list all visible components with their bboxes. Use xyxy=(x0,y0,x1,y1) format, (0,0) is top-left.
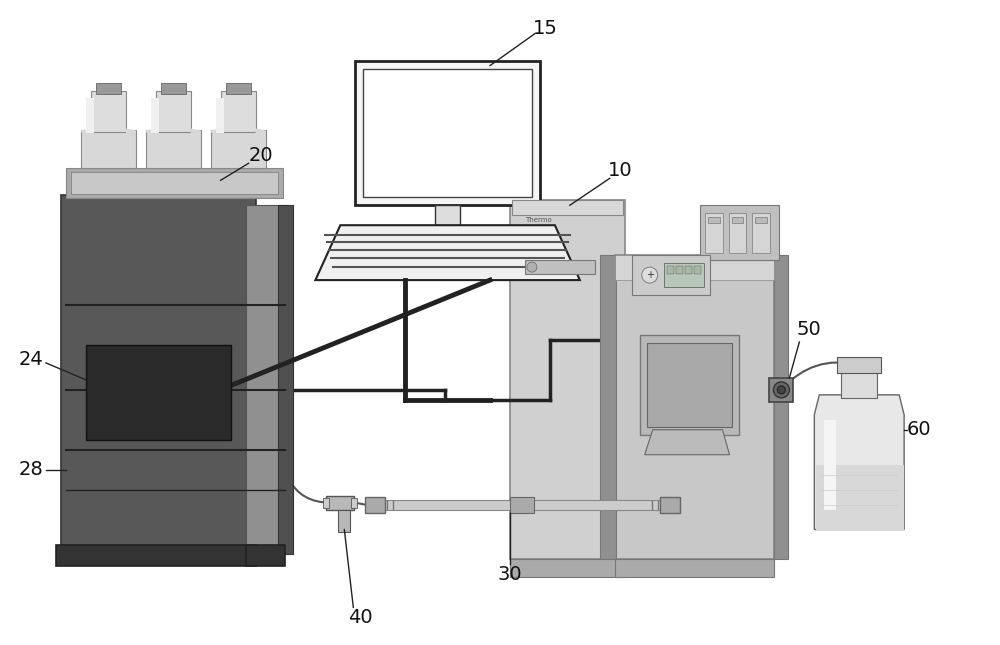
Bar xyxy=(755,217,767,223)
Bar xyxy=(615,559,774,577)
Bar xyxy=(625,300,630,340)
Bar xyxy=(774,255,788,559)
Circle shape xyxy=(642,267,658,283)
Polygon shape xyxy=(315,225,580,280)
Polygon shape xyxy=(191,128,201,134)
Bar xyxy=(246,544,285,566)
Bar xyxy=(246,205,287,555)
Bar xyxy=(91,90,126,132)
Polygon shape xyxy=(146,128,156,134)
Polygon shape xyxy=(81,128,91,134)
Text: 20: 20 xyxy=(248,146,273,165)
Bar xyxy=(647,343,732,427)
Polygon shape xyxy=(211,130,266,168)
Bar xyxy=(660,497,680,513)
Text: 50: 50 xyxy=(797,321,822,339)
Bar xyxy=(510,200,625,559)
Bar xyxy=(615,255,774,280)
Bar xyxy=(705,213,723,253)
Polygon shape xyxy=(146,130,201,168)
Polygon shape xyxy=(814,395,904,530)
Bar xyxy=(732,217,743,223)
Bar xyxy=(837,357,881,373)
Bar xyxy=(700,205,779,260)
Text: 30: 30 xyxy=(498,565,522,584)
Bar xyxy=(510,497,534,513)
Bar xyxy=(86,99,94,134)
Bar xyxy=(383,500,662,510)
Text: 24: 24 xyxy=(19,350,43,370)
Bar xyxy=(816,464,904,530)
Bar xyxy=(600,255,616,559)
Bar xyxy=(694,266,701,274)
Bar xyxy=(161,83,186,94)
Bar xyxy=(667,266,674,274)
Text: 60: 60 xyxy=(907,421,931,439)
Bar xyxy=(615,255,774,559)
Bar xyxy=(510,559,625,577)
Circle shape xyxy=(773,382,789,398)
Bar xyxy=(676,266,683,274)
Text: Thermo: Thermo xyxy=(525,217,552,223)
Bar xyxy=(61,195,256,559)
Bar xyxy=(216,99,224,134)
Polygon shape xyxy=(126,128,136,134)
Bar xyxy=(86,345,231,440)
Bar xyxy=(338,510,350,531)
Bar xyxy=(435,205,460,225)
Bar xyxy=(156,90,191,132)
Bar xyxy=(355,61,540,205)
Bar xyxy=(685,266,692,274)
Text: 28: 28 xyxy=(19,460,43,479)
Bar xyxy=(752,213,770,253)
Bar xyxy=(56,544,256,566)
Bar xyxy=(96,83,121,94)
Bar xyxy=(221,90,256,132)
Bar xyxy=(632,255,710,295)
Bar xyxy=(226,83,251,94)
Bar xyxy=(278,205,293,555)
Text: 40: 40 xyxy=(348,608,373,627)
Bar xyxy=(841,370,877,398)
Polygon shape xyxy=(256,128,266,134)
Bar xyxy=(824,420,836,510)
Bar xyxy=(71,172,278,194)
Bar xyxy=(729,213,746,253)
Text: +: + xyxy=(646,270,654,280)
Bar xyxy=(664,263,704,287)
Circle shape xyxy=(527,262,537,272)
Bar xyxy=(512,200,623,215)
Bar xyxy=(323,498,329,508)
Bar xyxy=(66,168,283,198)
Bar xyxy=(326,495,354,510)
Circle shape xyxy=(777,386,785,394)
Bar xyxy=(363,68,532,197)
Bar xyxy=(151,99,159,134)
Bar xyxy=(769,378,793,402)
Bar xyxy=(525,260,595,274)
Bar xyxy=(365,497,385,513)
Polygon shape xyxy=(211,128,221,134)
Bar xyxy=(351,498,357,508)
Text: 15: 15 xyxy=(532,19,557,38)
Bar xyxy=(708,217,720,223)
Polygon shape xyxy=(81,130,136,168)
Bar xyxy=(640,335,739,435)
Text: 10: 10 xyxy=(607,161,632,180)
Polygon shape xyxy=(645,430,730,455)
